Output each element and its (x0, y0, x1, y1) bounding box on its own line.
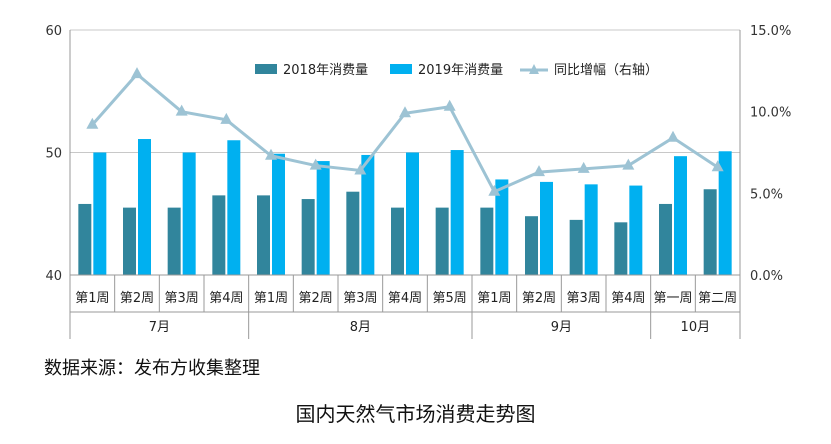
bar-2018 (703, 189, 717, 275)
growth-marker (175, 104, 188, 116)
growth-marker (86, 117, 99, 129)
bar-2018 (525, 216, 538, 275)
y-right-tick-label: 5.0% (750, 187, 783, 202)
x-tick-label: 第3周 (343, 291, 377, 306)
bar-2018 (78, 203, 92, 275)
legend-label-2019: 2019年消费量 (418, 63, 503, 78)
bar-2019 (629, 185, 643, 275)
y-right-tick-label: 10.0% (750, 106, 791, 121)
legend-label-2018: 2018年消费量 (283, 63, 368, 78)
x-tick-label: 第1周 (75, 291, 109, 306)
y-right-tick-label: 0.0% (750, 269, 783, 284)
bar-2019 (495, 179, 509, 275)
consumption-chart: 4050600.0%5.0%10.0%15.0%第1周 第2周 第3周 第4周 第1周第… (45, 24, 791, 339)
bar-2019 (182, 152, 196, 275)
x-tick-label: 第一周 (653, 291, 692, 306)
growth-marker (131, 67, 143, 79)
growth-marker (533, 165, 545, 177)
month-label: 7月 (149, 320, 170, 335)
growth-marker (667, 130, 679, 142)
x-tick-label: 第2周 (120, 291, 154, 306)
month-label: 9月 (551, 320, 572, 335)
legend-swatch-2019 (390, 64, 412, 74)
x-tick-label: 第4周 (388, 291, 422, 306)
bar-2019 (138, 139, 151, 275)
y-left-tick-label: 50 (45, 147, 62, 162)
x-tick-label: 第2周 (522, 291, 556, 306)
bar-2018 (659, 203, 672, 275)
growth-marker (399, 106, 411, 118)
y-left-tick-label: 40 (45, 269, 62, 284)
growth-marker (577, 161, 590, 173)
bar-2018 (480, 207, 494, 275)
growth-marker (265, 148, 277, 160)
x-tick-label: 第3周 (165, 291, 199, 306)
bar-2019 (316, 161, 330, 275)
growth-marker (309, 158, 322, 170)
y-right-tick-label: 15.0% (750, 24, 791, 39)
bar-2018 (167, 207, 181, 275)
growth-marker (488, 184, 501, 196)
month-label: 10月 (681, 320, 711, 335)
x-tick-label: 第二周 (698, 291, 737, 306)
x-tick-label: 第4周 (209, 291, 243, 306)
bar-2018 (435, 207, 449, 275)
bar-2019 (584, 184, 598, 275)
bar-2018 (569, 219, 583, 275)
x-tick-label: 第2周 (299, 291, 333, 306)
bar-2019 (272, 153, 285, 275)
month-label: 8月 (350, 320, 371, 335)
x-tick-label: 第1周 (477, 291, 511, 306)
data-source-note: 数据来源：发布方收集整理 (44, 358, 260, 379)
bar-2018 (346, 191, 360, 275)
bar-2019 (406, 152, 419, 275)
bar-2018 (391, 207, 404, 275)
x-tick-label: 第1周 (254, 291, 288, 306)
growth-marker (711, 160, 724, 172)
bar-2019 (718, 151, 732, 275)
growth-marker (622, 158, 635, 170)
bar-2019 (674, 156, 687, 275)
bar-2018 (257, 195, 270, 275)
growth-marker (443, 99, 456, 111)
x-tick-label: 第5周 (433, 291, 467, 306)
bar-2019 (540, 181, 553, 275)
legend-marker-growth (529, 64, 539, 74)
bar-2019 (93, 152, 107, 275)
growth-marker (354, 163, 367, 175)
legend-swatch-2018 (255, 64, 277, 74)
y-left-tick-label: 60 (45, 24, 62, 39)
bar-2018 (614, 222, 628, 275)
growth-marker (220, 112, 233, 124)
bar-2019 (227, 140, 241, 275)
bar-2019 (361, 154, 375, 275)
bar-2019 (450, 150, 464, 275)
bar-2018 (123, 207, 136, 275)
legend-label-growth: 同比增幅（右轴） (554, 63, 658, 78)
x-tick-label: 第3周 (567, 291, 601, 306)
bar-2018 (301, 199, 315, 275)
chart-title: 国内天然气市场消费走势图 (295, 402, 536, 426)
x-tick-label: 第4周 (611, 291, 645, 306)
bar-2018 (212, 195, 226, 275)
